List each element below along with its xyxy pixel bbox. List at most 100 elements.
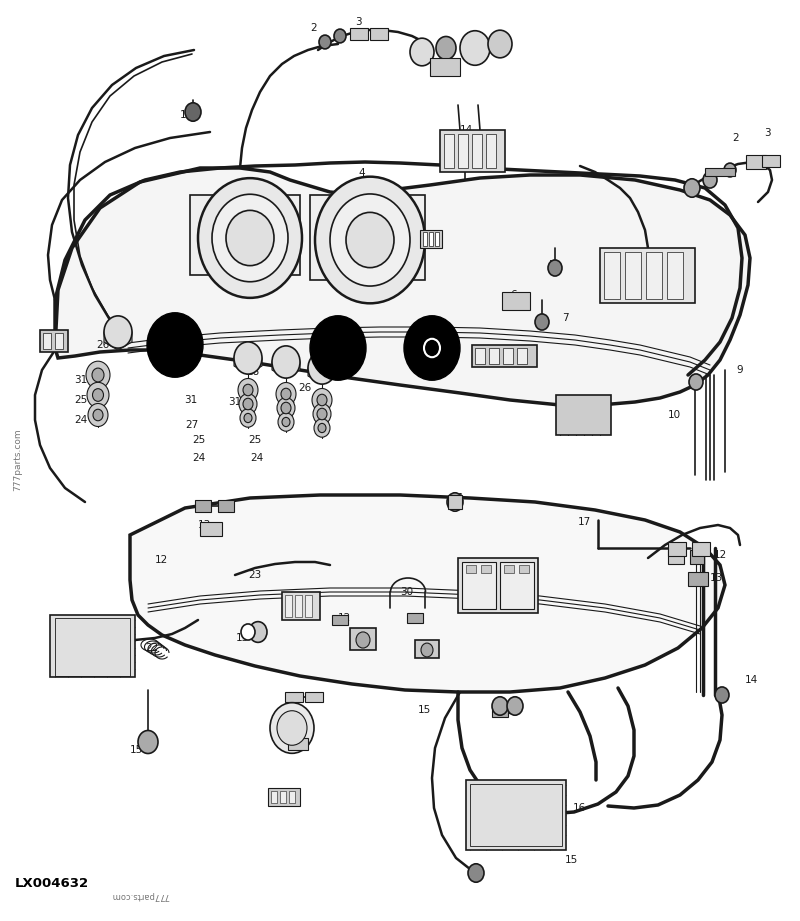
Circle shape: [317, 408, 327, 420]
Circle shape: [241, 624, 255, 640]
Text: 12: 12: [155, 555, 168, 565]
Text: 25: 25: [74, 395, 87, 405]
Text: 26: 26: [298, 383, 311, 393]
Circle shape: [234, 342, 262, 374]
Text: 26: 26: [96, 340, 110, 350]
Bar: [503, 348, 513, 364]
Bar: [190, 195, 300, 275]
Polygon shape: [55, 168, 750, 405]
Circle shape: [424, 339, 440, 357]
Bar: [420, 230, 442, 248]
Text: 8: 8: [506, 347, 513, 357]
Circle shape: [312, 389, 332, 412]
Text: 24: 24: [250, 453, 263, 463]
Text: 9: 9: [736, 365, 742, 375]
Circle shape: [276, 382, 296, 405]
Bar: [305, 692, 323, 702]
Circle shape: [249, 622, 267, 642]
Bar: [690, 550, 704, 564]
Text: 5: 5: [548, 260, 554, 270]
Bar: [462, 562, 496, 609]
Bar: [502, 292, 530, 310]
Circle shape: [507, 697, 523, 716]
Bar: [285, 692, 303, 702]
Text: 18: 18: [356, 633, 370, 643]
Text: 22: 22: [145, 643, 158, 653]
Circle shape: [212, 194, 288, 282]
Bar: [55, 618, 130, 676]
Text: 33: 33: [480, 573, 494, 583]
Bar: [40, 330, 68, 352]
Text: 11: 11: [452, 493, 466, 503]
Text: 6: 6: [510, 290, 517, 300]
Bar: [472, 134, 482, 168]
Text: 12: 12: [338, 613, 351, 623]
Circle shape: [447, 493, 463, 511]
Bar: [705, 168, 735, 176]
Bar: [423, 232, 427, 246]
Text: 31: 31: [282, 395, 295, 405]
Polygon shape: [104, 320, 132, 350]
Text: 24: 24: [192, 453, 206, 463]
Circle shape: [240, 409, 256, 427]
Circle shape: [314, 419, 330, 437]
Text: 25: 25: [248, 435, 262, 445]
Text: 30: 30: [400, 587, 413, 597]
Circle shape: [689, 374, 703, 391]
Text: 24: 24: [74, 415, 87, 425]
Text: 31: 31: [228, 397, 242, 407]
Bar: [440, 130, 505, 172]
Circle shape: [238, 379, 258, 402]
Bar: [305, 595, 312, 617]
Circle shape: [92, 368, 104, 382]
Circle shape: [436, 37, 456, 60]
Text: 27: 27: [185, 420, 198, 430]
Bar: [285, 595, 292, 617]
Circle shape: [198, 178, 302, 297]
Bar: [310, 195, 425, 280]
Bar: [519, 565, 529, 573]
Circle shape: [334, 29, 346, 43]
Text: 16: 16: [573, 803, 586, 813]
Circle shape: [492, 697, 508, 716]
Circle shape: [315, 177, 425, 303]
Text: 1: 1: [180, 110, 186, 120]
Bar: [332, 615, 348, 625]
Polygon shape: [130, 495, 725, 692]
Bar: [430, 58, 460, 76]
Text: 4: 4: [358, 168, 365, 178]
Bar: [444, 134, 454, 168]
Circle shape: [147, 313, 203, 378]
Text: 15: 15: [130, 745, 143, 755]
Circle shape: [404, 316, 460, 380]
Text: 20: 20: [296, 735, 309, 745]
Bar: [448, 495, 462, 509]
Text: 14: 14: [745, 675, 758, 685]
Polygon shape: [272, 348, 300, 378]
Bar: [370, 28, 388, 40]
Bar: [470, 784, 562, 846]
Circle shape: [185, 103, 201, 122]
Bar: [504, 565, 514, 573]
Circle shape: [93, 389, 103, 402]
Circle shape: [535, 314, 549, 330]
Text: 25: 25: [192, 435, 206, 445]
Bar: [604, 252, 620, 299]
Bar: [43, 333, 51, 349]
Text: 12: 12: [500, 703, 514, 713]
Circle shape: [239, 393, 257, 414]
Text: 2: 2: [310, 23, 317, 33]
Circle shape: [317, 394, 327, 406]
Circle shape: [226, 210, 274, 265]
Circle shape: [356, 632, 370, 648]
Circle shape: [278, 413, 294, 431]
Text: 13: 13: [198, 520, 211, 530]
Circle shape: [277, 398, 295, 418]
Circle shape: [308, 352, 336, 384]
Circle shape: [318, 424, 326, 433]
Bar: [486, 134, 496, 168]
Text: 35: 35: [420, 643, 434, 653]
Bar: [295, 595, 302, 617]
Bar: [289, 791, 295, 803]
Bar: [489, 348, 499, 364]
